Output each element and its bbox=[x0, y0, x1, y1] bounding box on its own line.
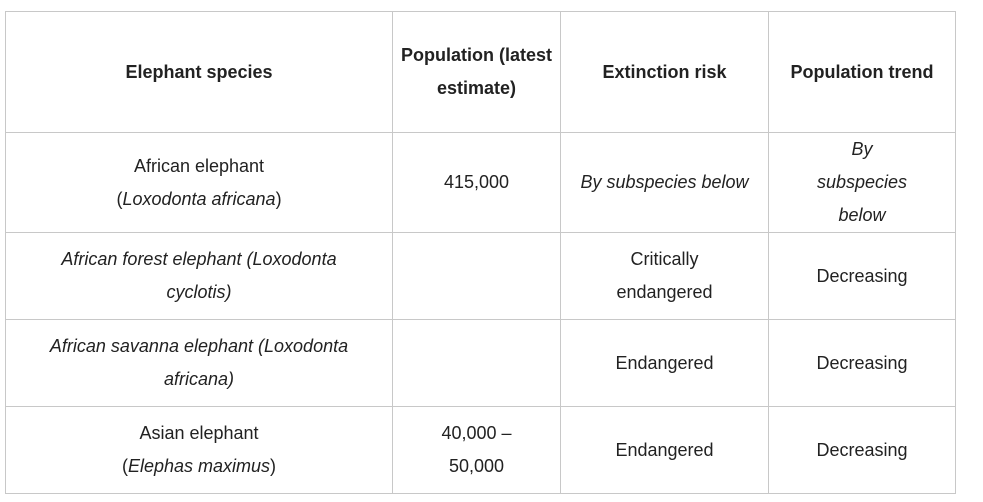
table-row: African forest elephant (Loxodonta cyclo… bbox=[5, 232, 956, 320]
cell-population-trend: Decreasing bbox=[768, 319, 956, 407]
table-header-row: Elephant species Population (latest esti… bbox=[5, 11, 956, 133]
species-common-name: African elephant bbox=[133, 155, 265, 176]
table-row: African savanna elephant (Loxodonta afri… bbox=[5, 319, 956, 407]
header-population-trend: Population trend bbox=[768, 11, 956, 133]
cell-species: African elephant (Loxodonta africana) bbox=[5, 132, 393, 233]
species-scientific-name: Elephas maximus bbox=[127, 456, 271, 476]
cell-species: African forest elephant (Loxodonta cyclo… bbox=[5, 232, 393, 320]
table-row: African elephant (Loxodonta africana) 415… bbox=[5, 132, 956, 233]
cell-species: African savanna elephant (Loxodonta afri… bbox=[5, 319, 393, 407]
header-extinction-risk: Extinction risk bbox=[560, 11, 769, 133]
cell-population bbox=[392, 232, 561, 320]
table-row: Asian elephant (Elephas maximus) 40,000 –… bbox=[5, 406, 956, 494]
cell-extinction-risk: Critically endangered bbox=[560, 232, 769, 320]
cell-population: 40,000 – 50,000 bbox=[392, 406, 561, 494]
header-species: Elephant species bbox=[5, 11, 393, 133]
cell-extinction-risk: By subspecies below bbox=[560, 132, 769, 233]
species-common-name: Asian elephant bbox=[139, 423, 259, 443]
cell-population-trend: Decreasing bbox=[768, 406, 956, 494]
cell-population bbox=[392, 319, 561, 407]
cell-population-trend: Decreasing bbox=[768, 232, 956, 320]
cell-extinction-risk: Endangered bbox=[560, 319, 769, 407]
cell-population-trend: By subspecies below bbox=[768, 132, 956, 233]
cell-species: Asian elephant (Elephas maximus) bbox=[5, 406, 393, 494]
cell-population: 415,000 bbox=[392, 132, 561, 233]
species-scientific-name: Loxodonta africana bbox=[122, 188, 276, 209]
cell-extinction-risk: Endangered bbox=[560, 406, 769, 494]
elephant-species-table: Elephant species Population (latest esti… bbox=[5, 11, 956, 494]
header-population: Population (latest estimate) bbox=[392, 11, 561, 133]
